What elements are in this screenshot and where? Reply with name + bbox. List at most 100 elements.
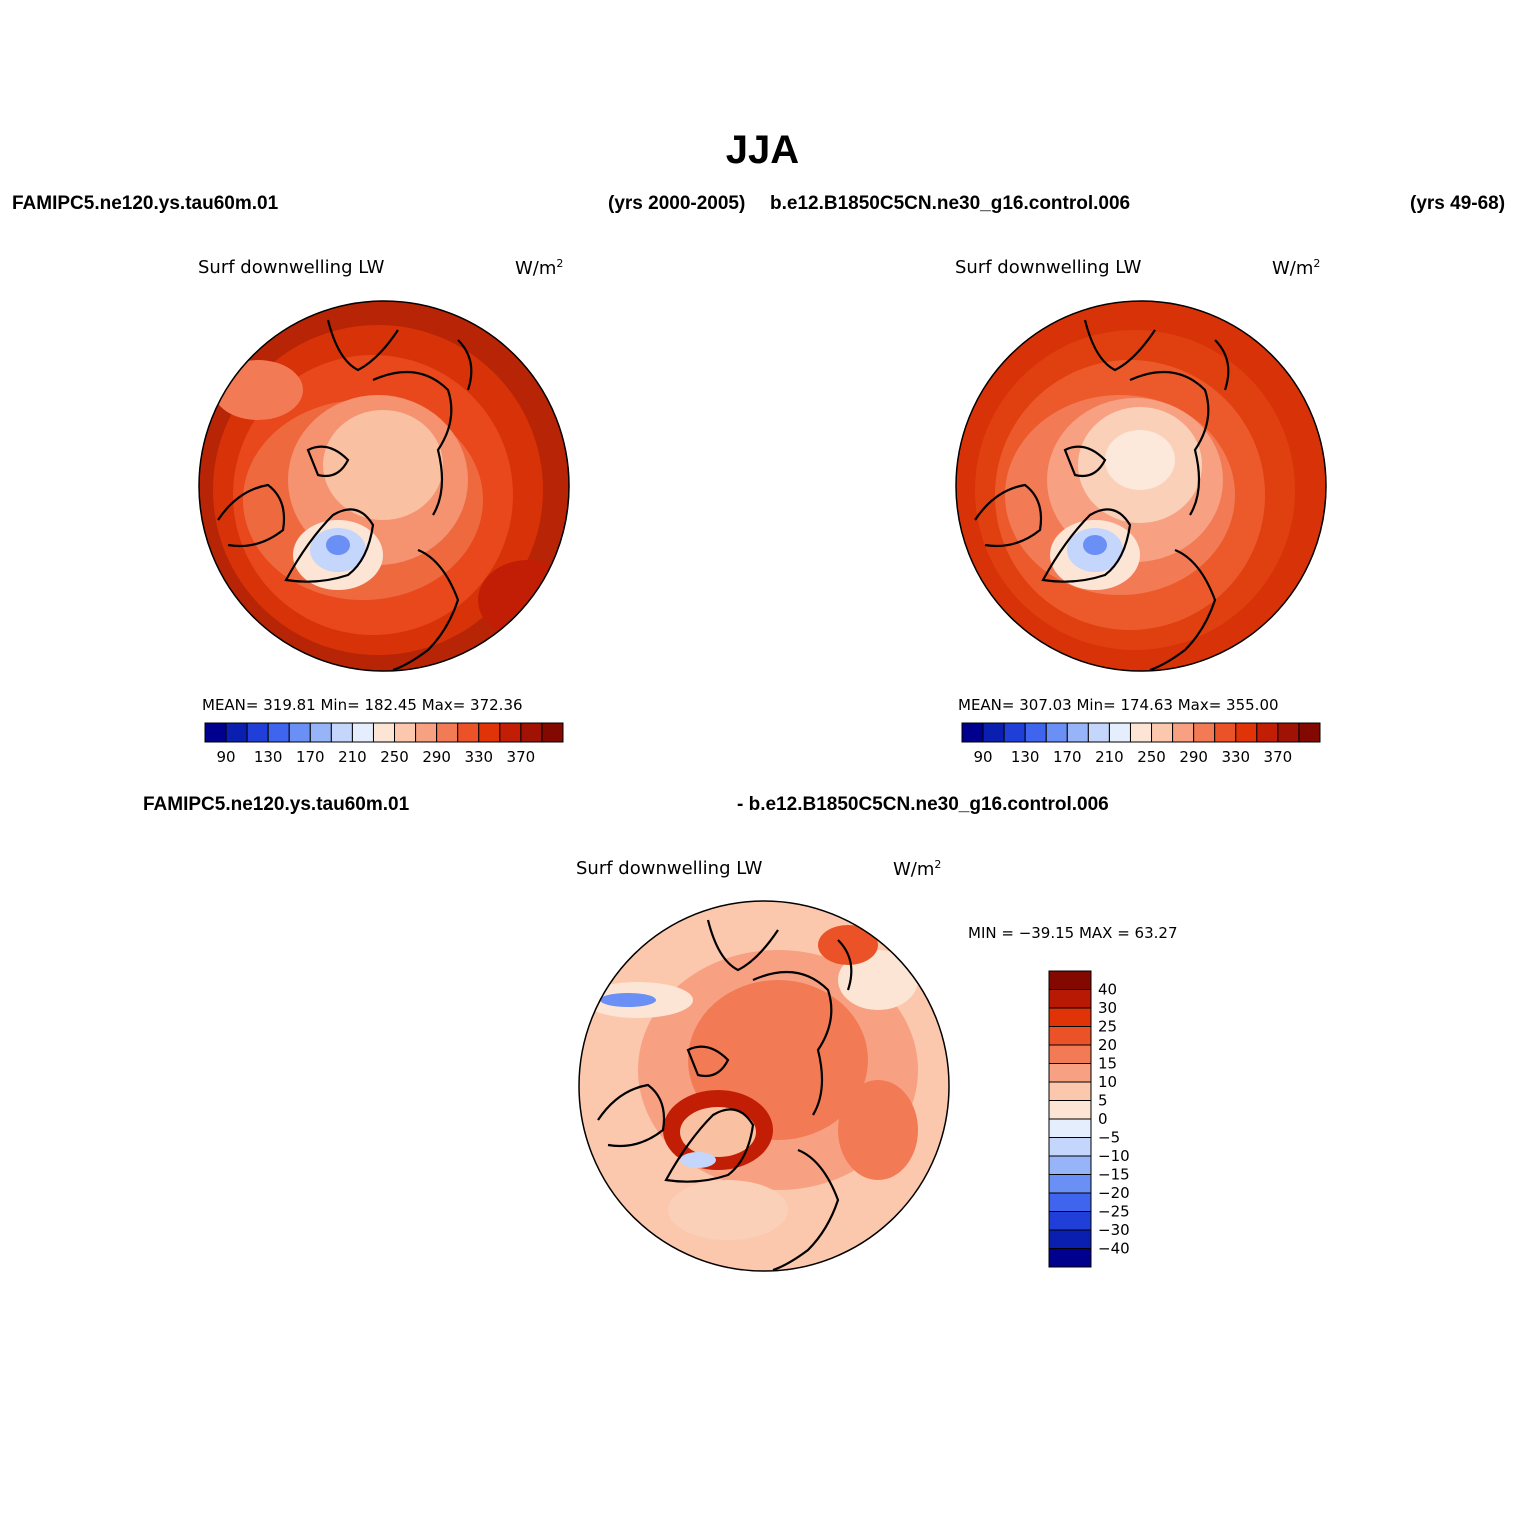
diff-case2-name: - b.e12.B1850C5CN.ne30_g16.control.006 <box>737 794 1109 815</box>
panel3-colorbar-swatch <box>1048 1174 1092 1194</box>
panel1-colorbar: 90 130 170 210 250 290 330 370 <box>204 722 564 766</box>
panel1-colorbar-swatch <box>457 722 480 743</box>
panel3-colorbar-label: −40 <box>1098 1240 1130 1258</box>
panel3-colorbar-swatch <box>1048 1007 1092 1027</box>
panel3-colorbar-swatch <box>1048 1192 1092 1212</box>
panel3-colorbar-swatch <box>1048 1137 1092 1157</box>
panel1-colorbar-swatch <box>267 722 290 743</box>
panel1-colorbar-swatch <box>204 722 227 743</box>
panel3-colorbar-label: 10 <box>1098 1073 1117 1091</box>
panel1-colorbar-swatch <box>246 722 269 743</box>
panel3-colorbar-swatch <box>1048 1229 1092 1249</box>
panel2-units-label: W/m2 <box>1272 257 1321 279</box>
panel1-colorbar-label: 370 <box>507 748 536 766</box>
case1-years: (yrs 2000-2005) <box>608 193 746 214</box>
panel2-colorbar-label: 330 <box>1221 748 1250 766</box>
panel1-colorbar-label: 90 <box>217 748 236 766</box>
panel2-colorbar-swatch <box>1235 722 1258 743</box>
panel3-variable-label: Surf downwelling LW <box>576 858 763 879</box>
panel1-stats: MEAN= 319.81 Min= 182.45 Max= 372.36 <box>202 696 523 714</box>
panel3-colorbar-label: 0 <box>1098 1110 1108 1128</box>
panel2-colorbar-swatch <box>1277 722 1300 743</box>
panel2-colorbar-swatch <box>982 722 1005 743</box>
diff-case1-name: FAMIPC5.ne120.ys.tau60m.01 <box>143 794 410 815</box>
panel2-colorbar-label: 90 <box>974 748 993 766</box>
panel3-colorbar-label: 5 <box>1098 1092 1108 1110</box>
panel2-colorbar-swatch <box>1193 722 1216 743</box>
panel2-colorbar-swatch <box>1151 722 1174 743</box>
panel1-colorbar-swatch <box>351 722 374 743</box>
panel1-colorbar-label: 210 <box>338 748 367 766</box>
panel2-colorbar-label: 210 <box>1095 748 1124 766</box>
panel3-colorbar-label: −30 <box>1098 1221 1130 1239</box>
panel1-colorbar-label: 130 <box>254 748 283 766</box>
panel2-stats: MEAN= 307.03 Min= 174.63 Max= 355.00 <box>958 696 1279 714</box>
case1-name: FAMIPC5.ne120.ys.tau60m.01 <box>12 193 279 214</box>
panel1-colorbar-label: 330 <box>464 748 493 766</box>
panel2-colorbar-label: 290 <box>1179 748 1208 766</box>
panel1-colorbar-swatch <box>288 722 311 743</box>
panel2-colorbar-swatch <box>1045 722 1068 743</box>
panel3-colorbar-swatch <box>1048 1063 1092 1083</box>
panel1-colorbar-swatch <box>415 722 438 743</box>
panel1-colorbar-label: 170 <box>296 748 325 766</box>
panel2-colorbar-swatch <box>1024 722 1047 743</box>
panel2-colorbar-swatch <box>1108 722 1131 743</box>
panel1-colorbar-swatch <box>372 722 396 743</box>
panel2-colorbar-swatch <box>1172 722 1195 743</box>
panel1-colorbar-swatch <box>394 722 417 743</box>
panel2-colorbar-swatch <box>1003 722 1026 743</box>
panel3-stats: MIN = −39.15 MAX = 63.27 <box>968 924 1178 942</box>
panel2-colorbar-label: 130 <box>1011 748 1040 766</box>
panel1-colorbar-swatch <box>436 722 459 743</box>
panel3-colorbar-label: −10 <box>1098 1147 1130 1165</box>
panel3-colorbar-label: 15 <box>1098 1055 1117 1073</box>
panel1-colorbar-swatch <box>520 722 543 743</box>
panel3-colorbar-swatch <box>1048 989 1092 1009</box>
panel3-colorbar-swatch <box>1048 1026 1092 1046</box>
panel3-colorbar-swatch <box>1048 1211 1092 1231</box>
panel2-colorbar-swatch <box>1129 722 1153 743</box>
panel1-colorbar-swatch <box>541 722 564 743</box>
panel3-units-label: W/m2 <box>893 858 942 880</box>
panel2-colorbar-swatch <box>961 722 984 743</box>
panel1-colorbar-label: 250 <box>380 748 409 766</box>
panel1-units-label: W/m2 <box>515 257 564 279</box>
panel1-colorbar-swatch <box>330 722 353 743</box>
panel3-colorbar-label: −5 <box>1098 1129 1120 1147</box>
panel3-colorbar-swatch <box>1048 1100 1092 1120</box>
panel2-colorbar: 90 130 170 210 250 290 330 370 <box>961 722 1321 766</box>
panel2-colorbar-swatch <box>1298 722 1321 743</box>
panel3-colorbar-label: 20 <box>1098 1036 1117 1054</box>
panel3-colorbar-swatch <box>1048 970 1092 990</box>
panel1-colorbar-swatch <box>499 722 522 743</box>
panel1-colorbar-swatch <box>225 722 248 743</box>
panel2-colorbar-swatch <box>1066 722 1089 743</box>
case2-name: b.e12.B1850C5CN.ne30_g16.control.006 <box>770 193 1131 214</box>
panel3-colorbar-label: −15 <box>1098 1166 1130 1184</box>
panel3-colorbar-swatch <box>1048 1248 1092 1268</box>
panel2-colorbar-label: 250 <box>1137 748 1166 766</box>
panel2-variable-label: Surf downwelling LW <box>955 257 1142 278</box>
panel1-colorbar-label: 290 <box>422 748 451 766</box>
panel3-colorbar-label: 25 <box>1098 1018 1117 1036</box>
panel2-colorbar-swatch <box>1256 722 1279 743</box>
panel3-colorbar-label: −25 <box>1098 1203 1130 1221</box>
panel3-colorbar-label: −20 <box>1098 1184 1130 1202</box>
panel2-colorbar-label: 370 <box>1264 748 1293 766</box>
panel3-colorbar-swatch <box>1048 1044 1092 1064</box>
case2-years: (yrs 49-68) <box>1410 193 1506 214</box>
panel3-colorbar-label: 40 <box>1098 981 1117 999</box>
panel1-colorbar-swatch <box>478 722 501 743</box>
panel1-polar-map <box>198 300 570 672</box>
panel2-polar-map <box>955 300 1327 672</box>
panel1-variable-label: Surf downwelling LW <box>198 257 385 278</box>
panel2-colorbar-label: 170 <box>1053 748 1082 766</box>
panel3-colorbar-swatch <box>1048 1155 1092 1175</box>
panel3-colorbar-swatch <box>1048 1118 1092 1138</box>
panel3-polar-map <box>578 900 950 1272</box>
panel2-colorbar-swatch <box>1087 722 1110 743</box>
panel3-colorbar-swatch <box>1048 1081 1092 1101</box>
page-title: JJA <box>725 128 800 172</box>
